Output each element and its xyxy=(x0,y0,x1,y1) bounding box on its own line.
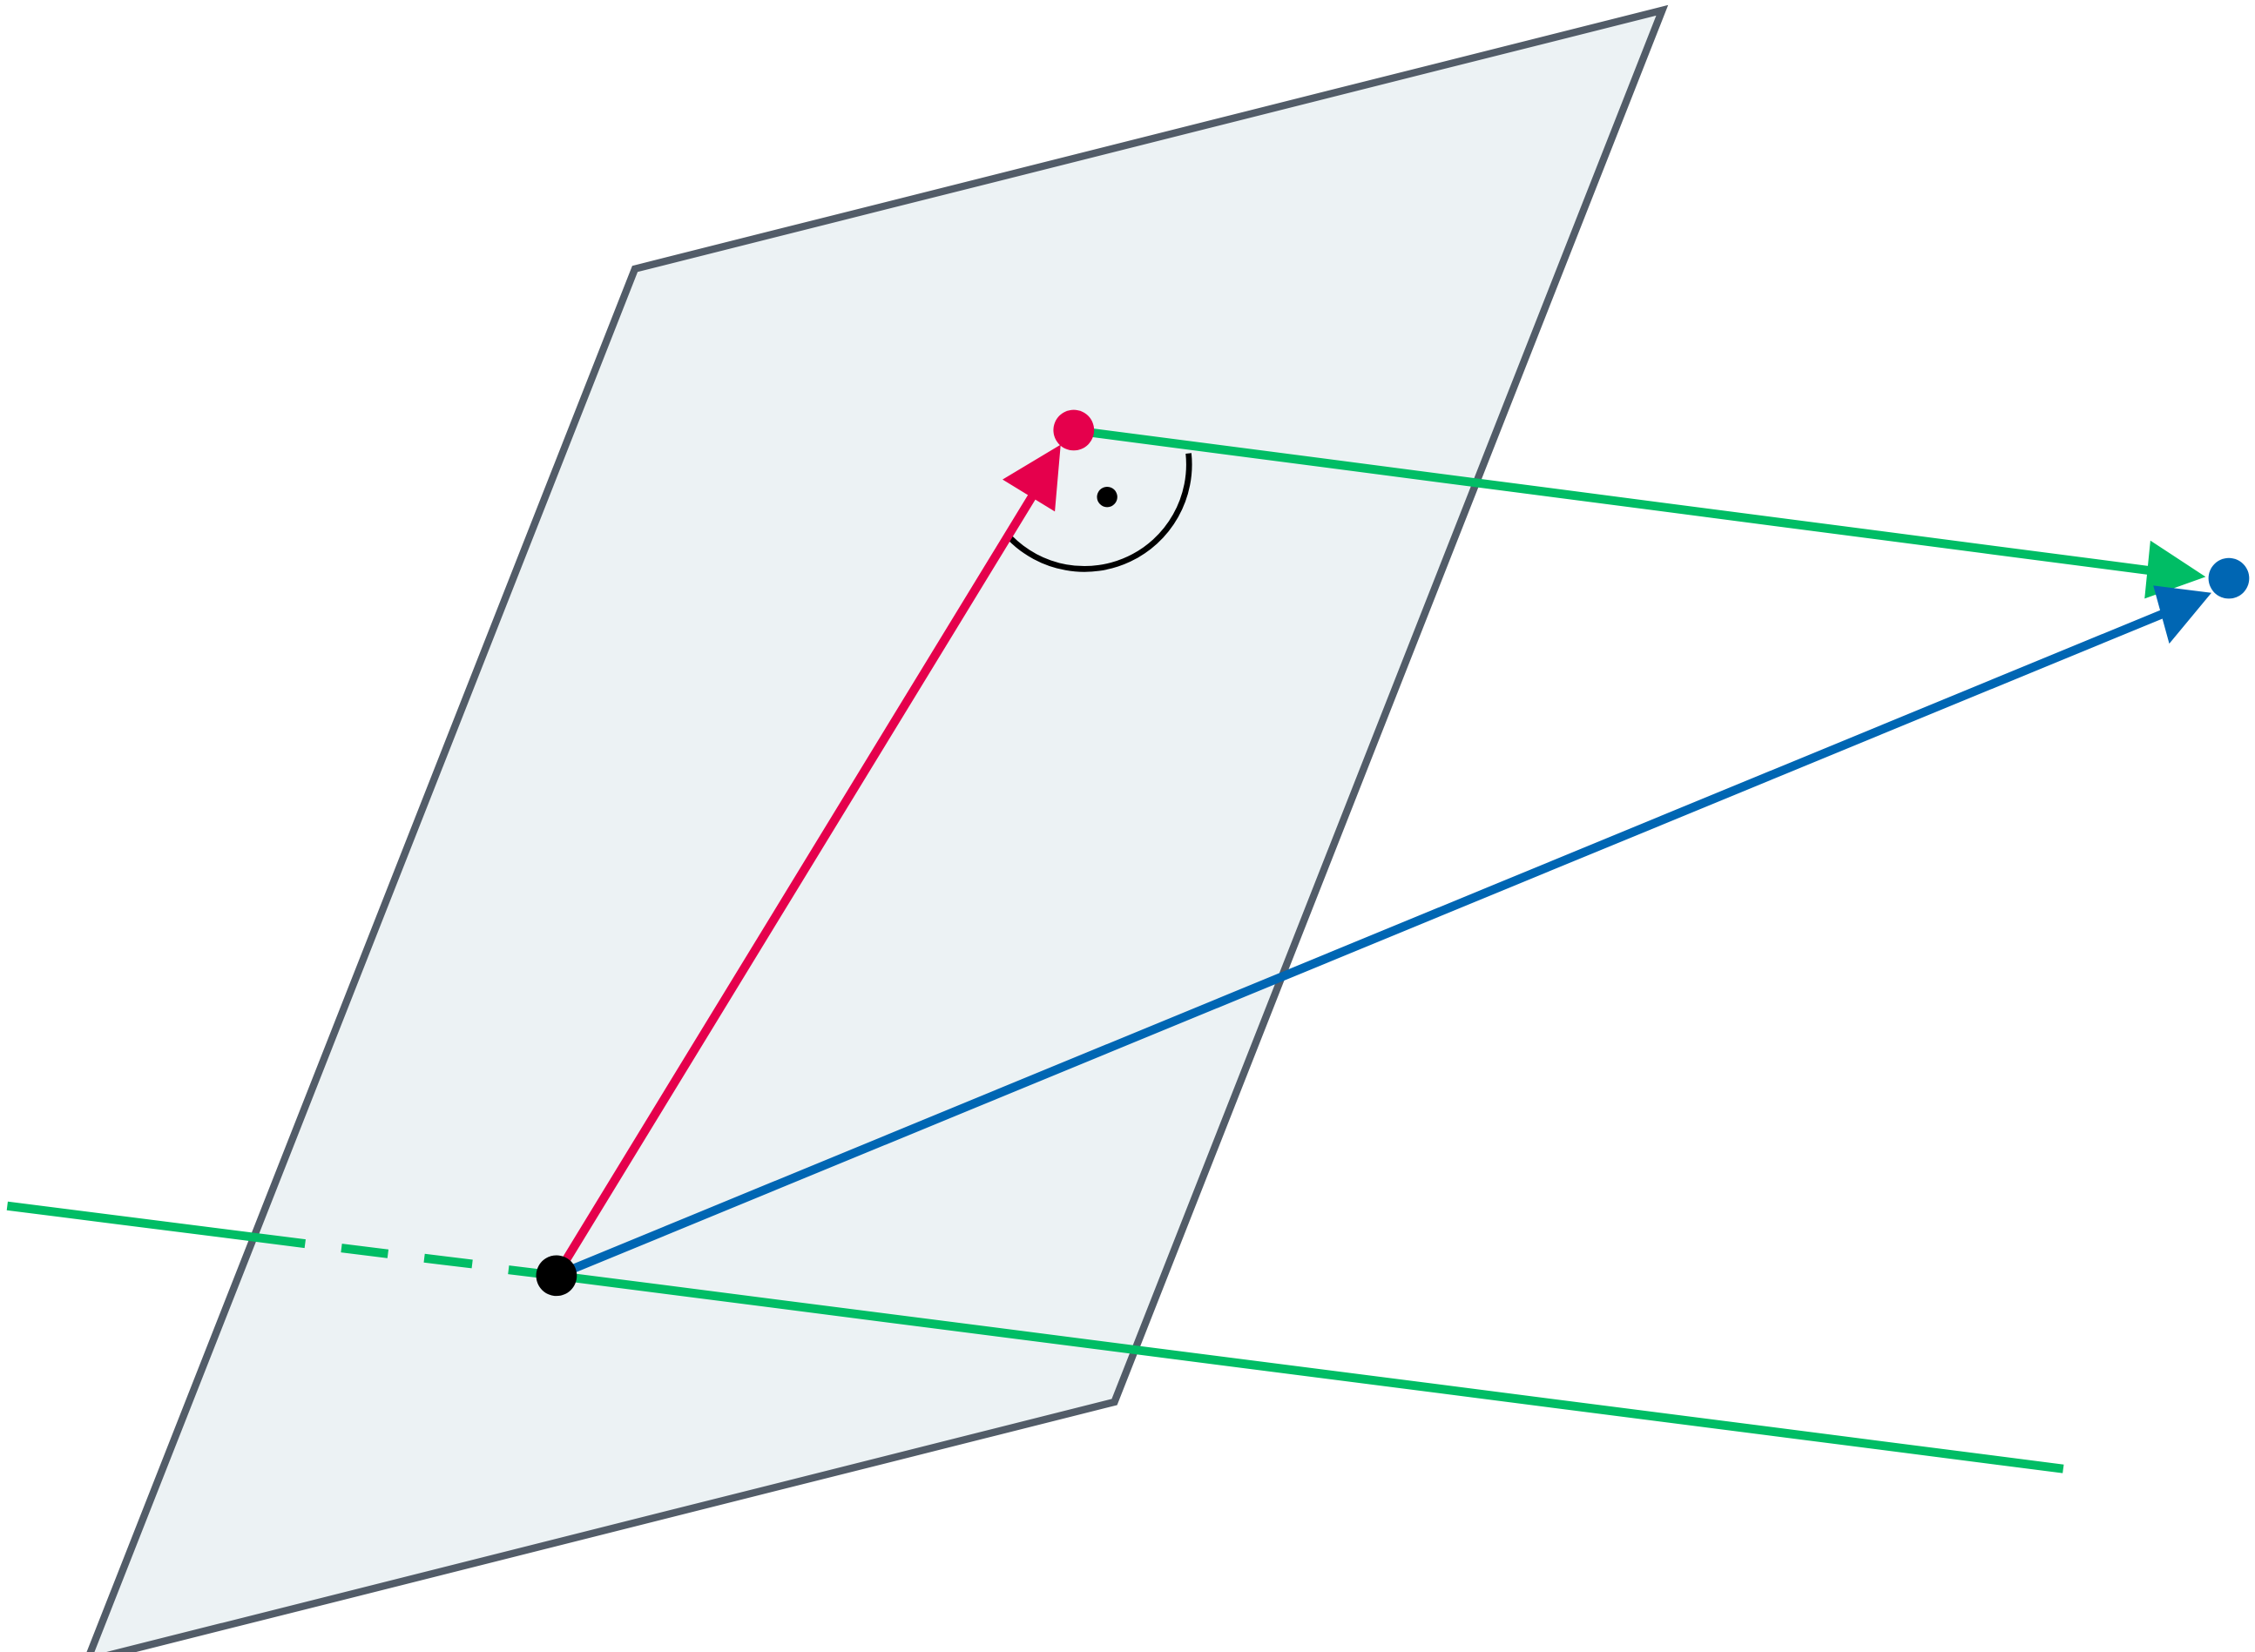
blue-arrowhead xyxy=(2153,585,2211,644)
plane xyxy=(86,4,1669,1652)
blue-point xyxy=(2208,557,2250,599)
line-behind xyxy=(6,1201,306,1249)
right-angle-arc xyxy=(1007,453,1192,572)
green-vector xyxy=(1071,425,2166,577)
line xyxy=(556,1271,2064,1473)
green-arrowhead xyxy=(2144,540,2206,599)
origin-point xyxy=(536,1255,577,1297)
red-point xyxy=(1053,409,1095,451)
blue-vector xyxy=(555,607,2170,1280)
right-angle-dot xyxy=(1097,486,1117,508)
red-vector xyxy=(552,490,1039,1278)
red-arrowhead xyxy=(1003,444,1061,512)
line-dash xyxy=(423,1253,473,1269)
line-dash xyxy=(341,1244,389,1258)
